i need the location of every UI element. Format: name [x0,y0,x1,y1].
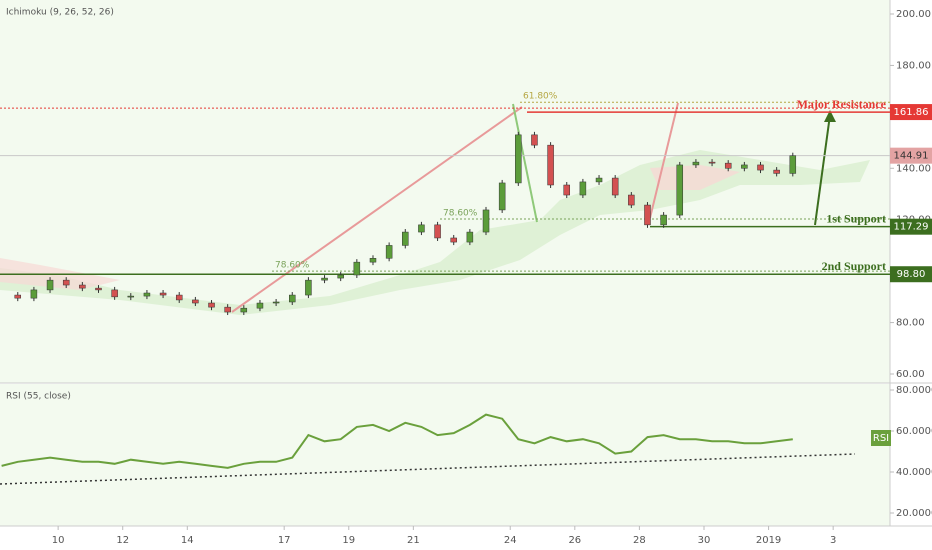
fib-label: 61.80% [523,92,558,102]
arrow [231,106,523,313]
candle [208,302,215,308]
y-tick-label: 20.0000 [896,508,932,519]
x-tick-label: 2019 [756,535,781,546]
candle [531,134,538,146]
level-name: Major Resistance [797,97,887,111]
candle [450,237,457,243]
candle [482,209,490,233]
candle [143,292,151,297]
y-tick-label: 80.0000 [896,385,932,396]
x-tick-label: 14 [181,535,194,546]
candle [660,214,667,226]
level-name: 2nd Support [822,259,886,273]
x-tick-label: 26 [568,535,581,546]
candle [289,294,296,303]
candle [611,177,619,196]
candle [676,164,684,216]
rsi-badge [871,430,891,446]
level-tag-label: 161.86 [894,107,929,118]
indicator-title: Ichimoku (9, 26, 52, 26) [6,8,114,18]
y-tick-label: 180.00 [896,60,931,71]
level-tag-label: 117.29 [894,222,929,233]
x-tick-label: 28 [633,535,646,546]
x-tick-label: 10 [52,535,65,546]
candle [628,194,635,206]
candle [741,164,748,169]
candle [175,294,183,301]
rsi-badge-label: RSI [873,433,889,444]
candle [46,279,54,291]
y-tick-label: 80.00 [896,318,925,329]
candle [724,162,732,169]
candle [708,161,716,164]
candle [515,134,522,184]
x-tick-label: 30 [698,535,711,546]
candle [547,144,554,186]
candle [159,292,167,296]
candle [305,279,312,296]
candle [418,224,425,233]
indicator-title: RSI (55, close) [6,392,71,402]
y-tick-label: 200.00 [896,9,931,20]
candle [369,258,377,263]
candle [14,294,22,299]
y-tick-label: 60.00 [896,369,925,380]
candle [595,177,603,183]
level-name: 1st Support [826,211,886,225]
price-pane [0,0,890,383]
y-tick-label: 40.0000 [896,467,932,478]
candle [563,184,570,196]
candle [95,287,102,291]
candle [321,277,328,281]
candle [757,164,764,171]
candle [240,307,248,313]
rsi-line [1,413,793,469]
candle [127,295,135,298]
ichimoku-cloud-bear [650,165,740,190]
candle [111,289,118,298]
candle [644,204,651,226]
level-tag [890,104,932,121]
arrow [512,103,538,223]
x-tick-label: 19 [342,535,355,546]
candle [224,306,231,313]
price-tag [890,147,932,164]
y-tick-label: 60.0000 [896,426,932,437]
candle [62,279,70,286]
arrow [649,102,679,219]
candle [466,231,474,243]
arrow [814,114,831,226]
candle [385,245,393,259]
x-tick-label: 24 [504,535,517,546]
level-tag [890,266,932,283]
fib-label: 78.60% [443,208,478,218]
price-tag-label: 144.91 [894,151,929,162]
candle [30,289,38,299]
x-tick-label: 17 [278,535,291,546]
candle [434,224,441,239]
level-tag [890,218,932,235]
ichimoku-cloud [0,150,870,315]
candle [256,302,264,309]
fib-label: 78.60% [275,261,310,271]
candle [353,261,361,276]
candle [79,284,86,289]
rsi-pane [0,384,890,526]
x-tick-label: 21 [407,535,420,546]
x-tick-label: 3 [830,535,836,546]
candle [337,274,344,279]
y-tick-label: 140.00 [896,163,931,174]
x-tick-label: 12 [116,535,129,546]
candle [773,169,780,174]
candle [272,301,280,304]
candle [192,299,199,304]
candle [402,231,409,246]
candle [789,155,797,174]
candle [579,181,587,196]
candle [498,182,506,211]
candle [692,161,700,166]
arrowhead [824,110,836,122]
level-tag-label: 98.80 [897,269,926,280]
